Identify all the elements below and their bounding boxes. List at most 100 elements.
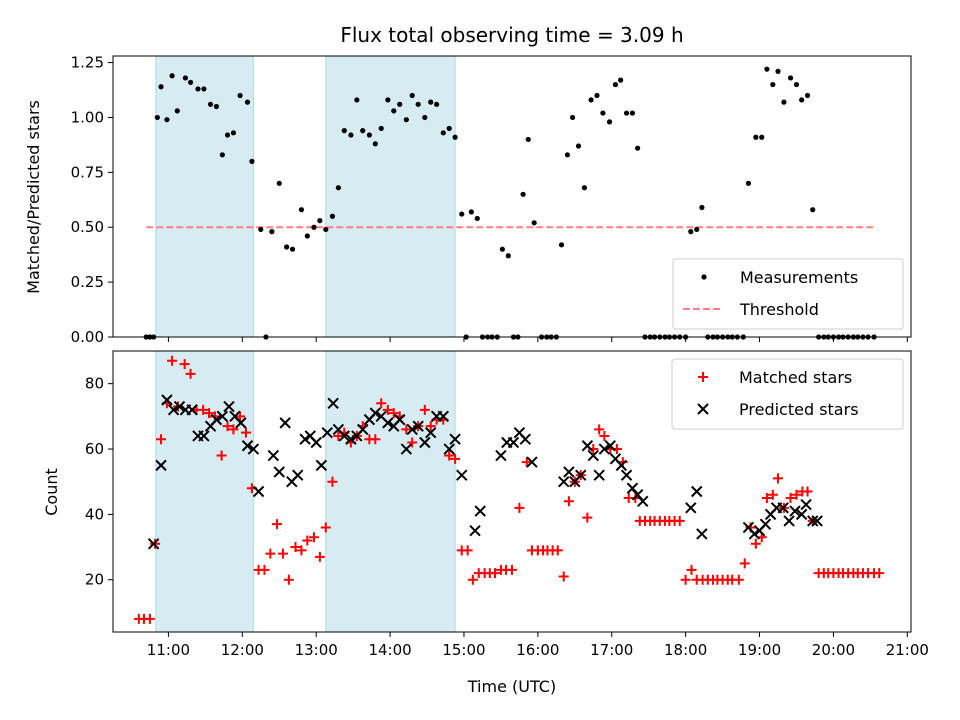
matched-stars-marker bbox=[425, 421, 436, 432]
predicted-stars-marker bbox=[811, 515, 823, 527]
matched-stars-marker bbox=[144, 613, 155, 624]
predicted-stars-marker bbox=[495, 449, 507, 462]
measurement-point bbox=[804, 92, 811, 99]
matched-stars-marker bbox=[222, 421, 233, 432]
predicted-stars-marker bbox=[519, 433, 532, 445]
predicted-stars-marker bbox=[696, 528, 708, 540]
matched-stars-marker bbox=[791, 489, 802, 500]
measurement-point bbox=[354, 97, 360, 103]
predicted-stars-marker bbox=[252, 485, 265, 498]
measurement-point bbox=[289, 246, 296, 252]
measurement-point bbox=[810, 207, 816, 213]
measurement-point bbox=[770, 81, 776, 88]
matched-stars-marker bbox=[558, 571, 569, 582]
matched-stars-marker bbox=[259, 564, 270, 575]
predicted-stars-marker bbox=[456, 469, 468, 481]
matched-stars-marker bbox=[594, 424, 605, 435]
measurement-point bbox=[558, 242, 565, 248]
x-tick-label: 11:00 bbox=[147, 641, 190, 659]
x-tick-label: 12:00 bbox=[221, 641, 264, 659]
predicted-stars-marker bbox=[807, 515, 819, 527]
matched-stars-marker bbox=[407, 437, 418, 448]
matched-stars-marker bbox=[674, 515, 685, 526]
measurement-point bbox=[409, 92, 415, 99]
predicted-stars-marker bbox=[273, 466, 285, 478]
measurement-point bbox=[759, 134, 765, 140]
predicted-stars-marker bbox=[526, 456, 538, 468]
matched-stars-marker bbox=[733, 574, 744, 585]
predicted-stars-marker bbox=[241, 440, 254, 452]
bottom-panel: 20 40 60 80 11:00 12:00 13:00 14:00 15:00 16:00 17… bbox=[85, 350, 929, 659]
matched-stars-marker bbox=[450, 453, 461, 464]
measurement-point bbox=[629, 110, 636, 116]
measurement-point bbox=[440, 130, 446, 136]
measurement-point bbox=[422, 114, 428, 121]
matched-stars-marker bbox=[333, 430, 344, 441]
predicted-stars-marker bbox=[587, 449, 599, 462]
measurement-point bbox=[219, 152, 225, 158]
x-tick-label: 14:00 bbox=[368, 641, 411, 659]
measurement-point bbox=[317, 218, 323, 224]
matched-stars-marker bbox=[235, 411, 246, 422]
predicted-stars-marker bbox=[800, 498, 812, 511]
measurement-point bbox=[635, 145, 641, 151]
matched-stars-marker bbox=[241, 427, 251, 438]
matched-stars-marker bbox=[370, 434, 381, 445]
predicted-stars-marker bbox=[321, 426, 333, 439]
top-y-tick-label: 0.25 bbox=[71, 273, 104, 291]
matched-stars-marker bbox=[467, 574, 478, 585]
measurement-point bbox=[201, 86, 207, 92]
predicted-stars-marker bbox=[369, 407, 382, 419]
top-axes-frame bbox=[112, 55, 912, 338]
measurement-point bbox=[606, 119, 613, 125]
predicted-stars-marker bbox=[425, 426, 437, 439]
measurement-point bbox=[154, 114, 160, 121]
measurement-point bbox=[360, 128, 366, 134]
measurement-point bbox=[298, 207, 305, 213]
predicted-stars-marker bbox=[173, 400, 186, 413]
matched-stars-marker bbox=[552, 545, 563, 556]
matched-stars-marker bbox=[308, 532, 319, 543]
predicted-stars-marker bbox=[161, 394, 173, 406]
predicted-stars-marker bbox=[315, 459, 328, 472]
predicted-stars-marker bbox=[400, 443, 413, 455]
chart-title: Flux total observing time = 3.09 h bbox=[340, 23, 683, 47]
predicted-stars-marker bbox=[593, 469, 605, 481]
measurement-point bbox=[428, 99, 434, 105]
measurement-point bbox=[775, 68, 781, 74]
matched-stars-marker bbox=[582, 512, 593, 523]
matched-stars-marker bbox=[290, 542, 301, 553]
predicted-stars-marker bbox=[777, 502, 789, 514]
measurement-point bbox=[169, 73, 175, 79]
predicted-stars-marker bbox=[147, 538, 160, 550]
x-tick-label: 19:00 bbox=[738, 641, 781, 659]
predicted-stars-marker bbox=[267, 449, 280, 462]
top-y-axis-label: Matched/Predicted stars bbox=[24, 100, 43, 294]
matched-stars-marker bbox=[388, 408, 399, 419]
predicted-stars-marker bbox=[393, 413, 406, 426]
matched-stars-marker bbox=[874, 568, 885, 579]
predicted-stars-marker bbox=[186, 404, 198, 416]
predicted-stars-marker bbox=[216, 410, 229, 423]
predicted-stars-marker bbox=[691, 485, 703, 498]
predicted-stars-marker bbox=[419, 436, 431, 449]
predicted-stars-marker bbox=[783, 515, 795, 527]
matched-stars-marker bbox=[419, 404, 430, 415]
measurement-point bbox=[341, 128, 347, 134]
measurement-point bbox=[391, 108, 397, 114]
matched-stars-marker bbox=[283, 574, 294, 585]
predicted-stars-marker bbox=[581, 440, 594, 452]
measurement-point bbox=[525, 136, 531, 143]
bottom-axes-frame bbox=[112, 350, 912, 633]
predicted-stars-marker bbox=[247, 443, 260, 455]
measurement-point bbox=[694, 226, 700, 233]
bottom-shaded-interval bbox=[155, 350, 254, 633]
matched-stars-marker bbox=[686, 564, 697, 575]
measurement-point bbox=[158, 84, 164, 90]
top-panel: 0.00 0.25 0.50 0.75 1.00 1.25 Measurements Thre… bbox=[71, 54, 912, 346]
matched-stars-marker bbox=[277, 548, 288, 559]
x-tick-label: 15:00 bbox=[442, 641, 485, 659]
predicted-stars-marker bbox=[310, 436, 322, 449]
legend-label: Predicted stars bbox=[739, 400, 859, 419]
predicted-stars-marker bbox=[155, 459, 167, 472]
